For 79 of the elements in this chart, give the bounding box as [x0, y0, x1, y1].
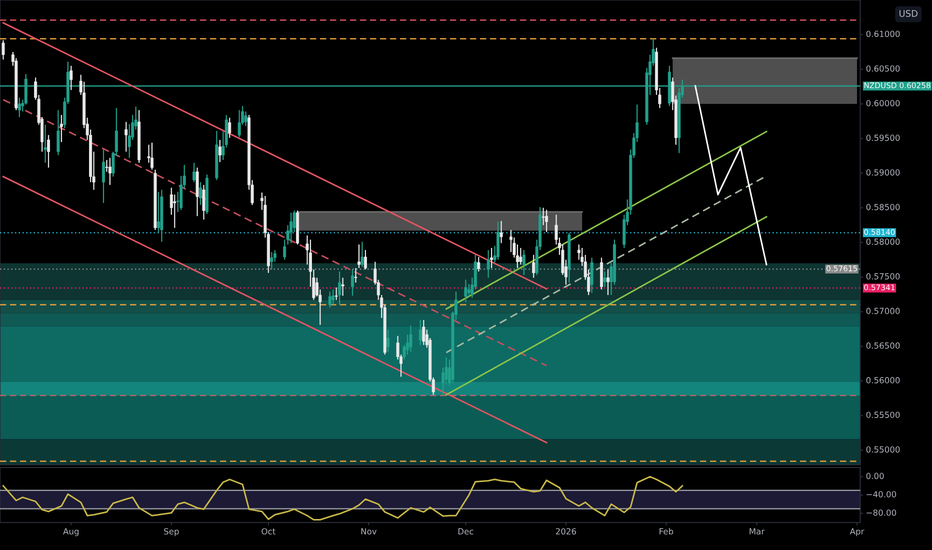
candlestick: [351, 268, 354, 296]
candlestick: [490, 247, 494, 269]
x-tick-label: Feb: [660, 528, 674, 535]
candlestick: [270, 252, 274, 270]
candlestick: [60, 114, 63, 143]
candlestick: [290, 212, 293, 244]
x-tick-label: 2026: [556, 528, 576, 535]
candlestick: [228, 117, 232, 138]
y-tick-label: 0.55500: [866, 412, 900, 418]
candlestick: [532, 254, 536, 278]
candlestick: [334, 286, 338, 300]
candlestick: [238, 110, 241, 138]
y-tick-label: 0.58500: [866, 204, 900, 210]
candlestick: [108, 157, 112, 186]
candlestick: [199, 182, 202, 206]
candlestick: [124, 121, 128, 152]
y-tick-label: 0.61000: [866, 30, 900, 38]
candlestick: [477, 256, 480, 272]
candlestick: [341, 277, 344, 296]
candlestick: [338, 270, 342, 306]
candlestick: [332, 288, 335, 306]
y-tick-label: −40.00: [866, 491, 896, 498]
text: USD: [900, 10, 918, 17]
candlestick: [156, 191, 160, 234]
candlestick: [357, 244, 360, 269]
y-tick-label: 0.60000: [866, 100, 900, 106]
y-tick-label: 0.59500: [866, 134, 900, 141]
candlestick: [56, 110, 60, 156]
candlestick: [522, 249, 526, 276]
y-tick-label: 0.56500: [866, 342, 900, 349]
candlestick: [102, 149, 105, 204]
y-tick-label: 0.56000: [866, 377, 900, 384]
candlestick: [364, 249, 367, 270]
candlestick: [519, 247, 522, 266]
candlestick: [192, 162, 196, 183]
candlestick: [173, 194, 176, 228]
candlestick: [70, 65, 73, 91]
candlestick: [542, 207, 545, 226]
x-tick-label: Dec: [458, 528, 474, 535]
candlestick: [44, 124, 47, 164]
y-tick-label: 0.60500: [866, 65, 900, 72]
candlestick: [500, 220, 503, 244]
candlestick: [603, 270, 606, 288]
x-tick-label: Aug: [63, 528, 79, 536]
candlestick: [418, 319, 422, 346]
y-tick-label: 0.57000: [866, 308, 900, 314]
candlestick: [464, 279, 468, 303]
y-tick-label: 0.59000: [866, 169, 900, 176]
candlestick: [360, 241, 364, 268]
candlestick: [244, 110, 248, 127]
candlestick: [590, 257, 594, 294]
candlestick: [105, 159, 108, 172]
x-tick-label: Oct: [262, 528, 276, 535]
candlestick: [2, 40, 5, 60]
x-tick-label: Sep: [164, 528, 179, 536]
candlestick: [202, 184, 206, 220]
y-tick-label: 0.00: [866, 472, 884, 480]
candlestick: [386, 329, 390, 352]
line-series: [2, 476, 684, 521]
x-tick-label: Nov: [361, 528, 377, 535]
x-tick-label: Apr: [850, 528, 864, 536]
candlestick: [150, 142, 154, 170]
candlestick: [354, 267, 358, 284]
candlestick: [606, 268, 610, 296]
candlestick: [467, 283, 470, 297]
candlestick: [409, 324, 412, 352]
candlestick: [47, 134, 50, 168]
candlestick: [422, 319, 426, 346]
x-tick-label: Mar: [750, 528, 765, 535]
line-series: [694, 85, 768, 266]
candlestick: [18, 97, 21, 118]
candlestick: [545, 209, 548, 233]
y-tick-label: 0.58000: [866, 238, 900, 245]
y-tick-label: 0.55000: [866, 446, 900, 453]
candlestick: [486, 249, 490, 278]
y-tick-label: 0.57500: [866, 273, 900, 280]
candlestick: [328, 291, 332, 308]
candlestick: [218, 139, 222, 163]
y-tick-label: −80.00: [866, 509, 896, 516]
